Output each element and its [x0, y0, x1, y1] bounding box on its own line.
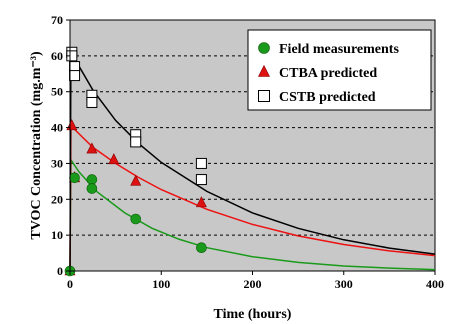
x-tick-label-400: 400	[426, 277, 444, 291]
legend-label-triangle: CTBA predicted	[279, 66, 377, 81]
square-point-5	[86, 96, 98, 108]
legend-marker-circle	[258, 42, 270, 54]
legend-box	[247, 29, 432, 111]
triangle-point-4	[108, 153, 120, 165]
x-tick-label-100: 100	[152, 277, 170, 291]
circle-point-3	[86, 183, 98, 194]
x-tick-label-0: 0	[67, 277, 73, 291]
legend-label-square: CSTB predicted	[279, 90, 376, 105]
legend-marker-square	[258, 90, 270, 102]
y-tick-label-20: 20	[51, 192, 63, 206]
curve-layer	[69, 49, 436, 272]
square-point-9	[195, 174, 207, 186]
curve-cstb-predicted	[69, 49, 436, 272]
triangle-point-5	[130, 174, 142, 186]
square-point-8	[195, 157, 207, 169]
circle-point-5	[196, 242, 207, 253]
triangle-point-3	[86, 142, 98, 154]
legend: Field measurements CTBA predicted CSTB pre…	[247, 29, 432, 111]
legend-marker-triangle	[258, 64, 270, 77]
y-tick-label-60: 60	[51, 49, 63, 63]
y-tick-label-0: 0	[57, 264, 63, 278]
square-point-3	[69, 70, 81, 82]
square-point-7	[130, 136, 142, 148]
axis-layer: 0 10 20 30 40 50 60 70 0 100 200 300 400	[51, 13, 444, 291]
circle-point-4	[130, 213, 141, 225]
y-axis-title: TVOC Concentration (mg.m⁻³)	[29, 51, 44, 240]
circle-point-2	[86, 174, 98, 185]
grid-layer	[70, 19, 435, 236]
x-axis-title: Time (hours)	[214, 307, 292, 322]
curve-field-measurements	[69, 157, 436, 272]
y-tick-label-70: 70	[51, 13, 63, 27]
triangle-point-6	[195, 196, 207, 208]
y-tick-label-50: 50	[51, 85, 63, 99]
x-tick-label-300: 300	[335, 277, 353, 291]
y-tick-label-10: 10	[51, 228, 63, 242]
curve-ctba-predicted	[69, 124, 436, 272]
y-tick-label-30: 30	[51, 156, 63, 170]
legend-label-circle: Field measurements	[279, 42, 399, 57]
circle-point-1	[69, 172, 80, 184]
y-tick-label-40: 40	[51, 121, 63, 135]
x-tick-label-200: 200	[244, 277, 262, 291]
